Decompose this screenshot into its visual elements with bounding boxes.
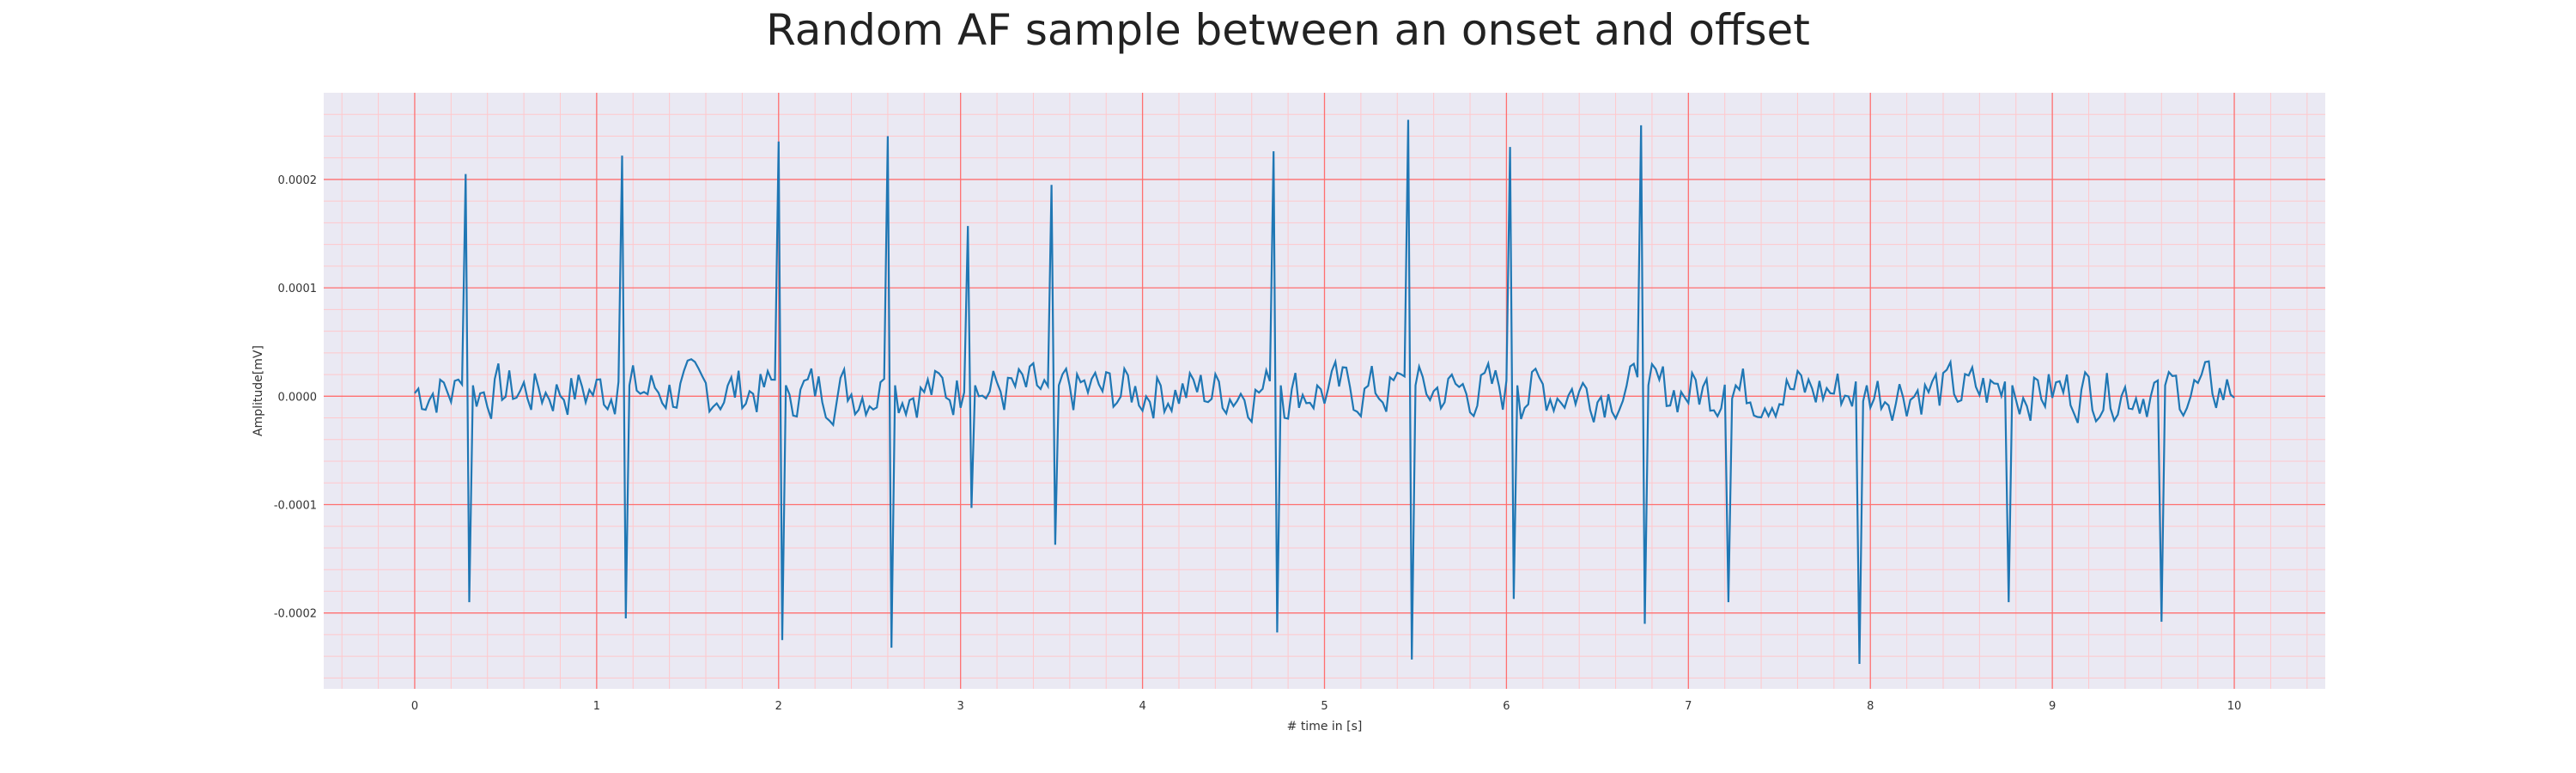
x-axis-label: # time in [s] (1287, 720, 1363, 733)
x-tick-label: 2 (775, 700, 782, 713)
y-axis-ticks: 0.0002 0.0001 0.0000 -0.0001 -0.0002 (274, 174, 317, 621)
y-tick-label: -0.0002 (274, 608, 317, 621)
y-tick-label: 0.0000 (278, 391, 318, 404)
y-tick-label: -0.0001 (274, 499, 317, 512)
y-axis-label: Amplitude[mV] (252, 345, 265, 436)
major-grid (324, 93, 2325, 689)
x-tick-label: 7 (1685, 700, 1692, 713)
series-line-ecg (414, 119, 2235, 665)
x-tick-label: 3 (957, 700, 964, 713)
x-tick-label: 6 (1503, 700, 1510, 713)
y-tick-label: 0.0001 (278, 283, 318, 295)
chart-title: Random AF sample between an onset and of… (766, 5, 1810, 55)
x-tick-label: 8 (1867, 700, 1874, 713)
x-tick-label: 4 (1139, 700, 1145, 713)
x-tick-label: 1 (593, 700, 600, 713)
y-tick-label: 0.0002 (278, 174, 318, 187)
x-tick-label: 0 (411, 700, 418, 713)
x-axis-ticks: 0 1 2 3 4 5 6 7 8 9 10 (411, 700, 2242, 713)
x-tick-label: 5 (1321, 700, 1327, 713)
x-tick-label: 9 (2049, 700, 2056, 713)
x-tick-label: 10 (2227, 700, 2242, 713)
